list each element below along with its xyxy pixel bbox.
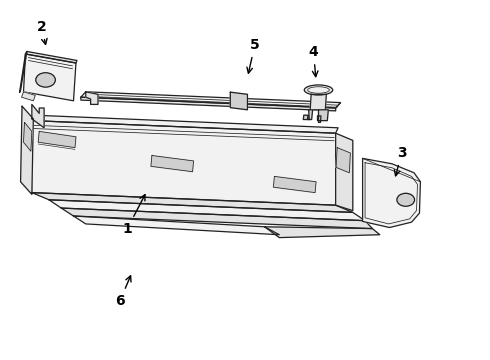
Polygon shape bbox=[336, 133, 353, 211]
Polygon shape bbox=[310, 94, 326, 110]
Polygon shape bbox=[318, 110, 328, 122]
Polygon shape bbox=[230, 92, 247, 110]
Polygon shape bbox=[24, 122, 32, 151]
Polygon shape bbox=[32, 104, 44, 128]
Text: 4: 4 bbox=[309, 45, 318, 77]
Polygon shape bbox=[86, 92, 98, 104]
Polygon shape bbox=[20, 51, 27, 93]
Polygon shape bbox=[24, 54, 76, 101]
Circle shape bbox=[36, 73, 55, 87]
Polygon shape bbox=[363, 158, 420, 228]
Polygon shape bbox=[32, 193, 353, 212]
Polygon shape bbox=[38, 131, 76, 148]
Polygon shape bbox=[49, 200, 365, 221]
Text: 3: 3 bbox=[394, 146, 407, 176]
Polygon shape bbox=[74, 216, 279, 235]
Polygon shape bbox=[32, 121, 336, 205]
Polygon shape bbox=[336, 148, 350, 173]
Polygon shape bbox=[151, 156, 194, 172]
Polygon shape bbox=[81, 92, 341, 108]
Polygon shape bbox=[265, 227, 380, 238]
Polygon shape bbox=[303, 110, 313, 120]
Polygon shape bbox=[273, 176, 316, 193]
Circle shape bbox=[397, 193, 415, 206]
Polygon shape bbox=[81, 97, 336, 111]
Text: 1: 1 bbox=[122, 195, 145, 235]
Text: 5: 5 bbox=[247, 38, 260, 73]
Polygon shape bbox=[21, 106, 33, 194]
Polygon shape bbox=[22, 92, 35, 101]
Text: 6: 6 bbox=[115, 276, 131, 307]
Polygon shape bbox=[61, 208, 372, 229]
Ellipse shape bbox=[304, 85, 333, 95]
Polygon shape bbox=[25, 51, 77, 63]
Ellipse shape bbox=[308, 87, 329, 93]
Text: 2: 2 bbox=[37, 20, 47, 44]
Polygon shape bbox=[32, 115, 338, 133]
